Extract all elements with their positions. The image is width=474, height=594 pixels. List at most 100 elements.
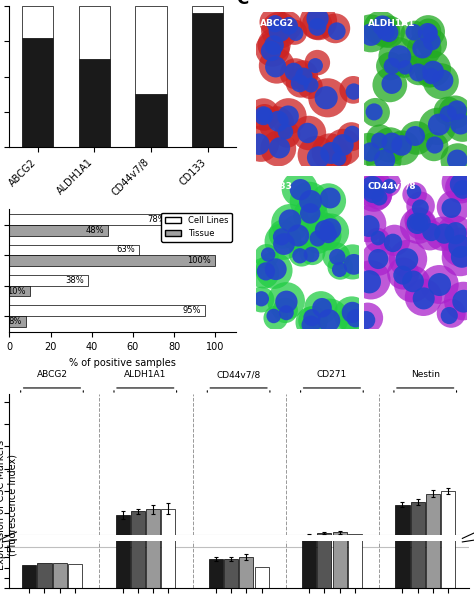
Point [452, 229, 459, 238]
Point [427, 71, 435, 81]
Point [445, 109, 452, 119]
Bar [68, 545, 82, 546]
Point [426, 69, 433, 78]
Bar [426, 0, 440, 588]
Point [459, 119, 466, 129]
Point [285, 112, 292, 121]
Bar [161, 508, 175, 546]
Point [307, 80, 315, 90]
Point [319, 225, 327, 234]
Bar [68, 564, 82, 588]
Bar [53, 545, 67, 546]
Text: 95%: 95% [182, 307, 201, 315]
Bar [302, 383, 316, 588]
Point [426, 27, 434, 37]
Point [322, 93, 330, 103]
Point [280, 239, 288, 249]
Point [325, 196, 332, 206]
Point [333, 26, 341, 36]
Point [417, 219, 425, 229]
Text: 38%: 38% [65, 276, 83, 285]
Point [414, 68, 422, 77]
Point [414, 221, 422, 230]
Point [336, 265, 343, 274]
Bar [333, 532, 347, 546]
Point [326, 313, 333, 323]
Bar [146, 0, 160, 588]
Point [262, 267, 270, 276]
Point [400, 268, 407, 278]
Point [283, 21, 291, 30]
Point [270, 266, 278, 275]
Point [300, 70, 307, 80]
Point [413, 133, 420, 143]
Point [350, 314, 357, 323]
Point [276, 26, 283, 35]
Point [458, 252, 465, 261]
Point [410, 27, 418, 37]
Point [446, 311, 453, 320]
Point [314, 22, 321, 31]
Point [435, 120, 443, 129]
Point [460, 296, 467, 306]
Point [374, 191, 382, 201]
Point [339, 140, 346, 150]
Point [388, 79, 395, 89]
Point [434, 122, 441, 131]
Point [411, 189, 419, 199]
Point [331, 24, 339, 33]
Point [374, 233, 382, 243]
Point [374, 254, 382, 264]
Point [399, 143, 406, 153]
Point [334, 252, 341, 262]
Point [260, 111, 267, 121]
Point [456, 242, 464, 251]
Point [364, 313, 372, 323]
Bar [9, 305, 205, 316]
Point [399, 270, 407, 280]
Point [255, 140, 263, 149]
Point [413, 218, 421, 228]
Point [314, 233, 321, 243]
Point [388, 138, 396, 148]
Point [270, 17, 278, 27]
Bar [9, 316, 26, 327]
Point [321, 226, 329, 235]
Point [456, 253, 464, 263]
Point [375, 136, 383, 146]
Bar [131, 0, 145, 588]
Bar [136, 6, 166, 94]
Text: Nestin: Nestin [411, 371, 440, 380]
Point [300, 72, 308, 81]
Point [349, 85, 357, 94]
Bar [37, 564, 52, 588]
Point [297, 78, 305, 87]
Point [418, 217, 425, 227]
Bar [348, 362, 362, 588]
Point [350, 87, 357, 96]
Point [295, 228, 302, 238]
Point [296, 184, 303, 194]
Point [297, 185, 304, 194]
Bar [136, 94, 166, 147]
Point [272, 62, 280, 71]
Point [306, 81, 314, 91]
Point [290, 67, 298, 77]
Point [296, 78, 303, 88]
Point [270, 40, 278, 50]
Point [305, 128, 313, 138]
Point [398, 141, 405, 150]
Point [372, 108, 379, 117]
Bar [192, 6, 223, 13]
Point [311, 61, 319, 70]
Point [391, 236, 398, 245]
Point [386, 80, 393, 90]
Point [440, 229, 448, 238]
Bar [426, 494, 440, 546]
Point [260, 110, 267, 119]
Point [428, 39, 436, 48]
Bar [131, 511, 145, 546]
Point [315, 17, 322, 26]
Point [374, 254, 382, 264]
Point [274, 116, 282, 126]
